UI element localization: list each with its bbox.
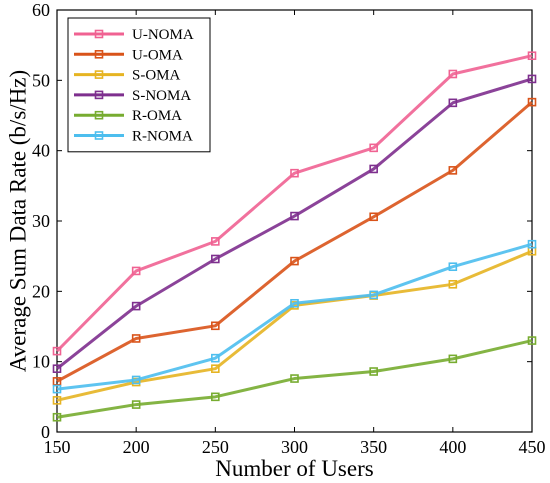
series-line — [56, 77, 533, 370]
legend-marker — [94, 49, 104, 59]
data-point — [369, 212, 378, 222]
legend-marker — [94, 29, 104, 39]
data-point — [448, 354, 458, 364]
data-point — [290, 211, 299, 221]
legend-box — [67, 17, 211, 153]
data-point — [527, 239, 537, 249]
legend-marker — [94, 90, 104, 100]
y-tick-label: 30 — [32, 211, 50, 231]
x-tick-label: 450 — [519, 437, 546, 457]
data-point — [52, 412, 62, 422]
data-point — [448, 279, 458, 289]
data-point — [131, 301, 141, 311]
data-point — [448, 166, 458, 175]
legend-marker — [94, 131, 104, 140]
data-point — [131, 375, 141, 385]
legend-label: U-OMA — [132, 47, 183, 63]
data-point — [211, 392, 220, 402]
x-tick-label: 250 — [202, 437, 229, 457]
x-axis-label: Number of Users — [215, 456, 373, 481]
y-tick-label: 50 — [32, 70, 50, 90]
x-tick-label: 350 — [360, 437, 387, 457]
data-point — [369, 290, 378, 300]
data-point — [211, 353, 220, 363]
y-axis-label: Average Sum Data Rate (b/s/Hz) — [5, 70, 30, 372]
data-point — [52, 364, 62, 374]
x-tick-label: 200 — [123, 437, 150, 457]
legend-marker — [94, 70, 104, 79]
y-tick-label: 0 — [41, 422, 50, 442]
y-tick-label: 10 — [32, 352, 50, 372]
series-line — [56, 242, 533, 391]
legend-label: S-NOMA — [132, 88, 191, 104]
legend-label: R-OMA — [132, 108, 182, 124]
x-tick-label: 400 — [439, 437, 466, 457]
data-point — [211, 237, 220, 246]
legend-label: S-OMA — [132, 68, 181, 84]
data-point — [369, 367, 378, 376]
legend-item: S-NOMA — [74, 88, 191, 104]
data-point — [369, 164, 378, 174]
data-point — [290, 374, 299, 383]
data-point — [290, 256, 299, 266]
series-s-noma — [52, 74, 537, 374]
y-tick-label: 60 — [32, 0, 50, 20]
legend-item: S-OMA — [74, 68, 181, 84]
x-tick-label: 300 — [281, 437, 308, 457]
data-point — [211, 321, 220, 331]
series-line — [55, 54, 533, 353]
data-point — [52, 384, 62, 394]
legend-marker — [94, 110, 104, 120]
series-line — [56, 249, 533, 402]
series-u-oma — [52, 97, 537, 386]
data-point — [131, 266, 141, 276]
legend-label: R-NOMA — [132, 129, 193, 145]
data-point — [369, 143, 378, 153]
data-point — [131, 400, 141, 409]
series-group — [52, 51, 537, 422]
data-point — [527, 97, 537, 107]
data-point — [527, 74, 537, 84]
series-line — [56, 101, 533, 383]
series-r-oma — [52, 336, 537, 422]
series-r-noma — [52, 239, 537, 394]
data-point — [52, 346, 62, 356]
data-point — [290, 168, 299, 178]
data-point — [448, 69, 458, 79]
data-point — [527, 51, 537, 61]
data-point — [211, 364, 220, 374]
data-point — [448, 262, 458, 272]
series-line — [56, 339, 533, 419]
legend-item: R-OMA — [74, 108, 182, 124]
legend-item: R-NOMA — [74, 129, 193, 145]
legend-item: U-NOMA — [74, 27, 194, 43]
legend-label: U-NOMA — [132, 27, 194, 43]
data-point — [527, 336, 537, 345]
legend: U-NOMA U-OMA S-OMA S-NOMA R-OMA R-NOMA — [67, 17, 211, 153]
data-point — [211, 254, 220, 264]
y-tick-label: 40 — [32, 141, 50, 161]
data-point — [52, 396, 62, 405]
legend-item: U-OMA — [74, 47, 183, 63]
data-point — [448, 98, 458, 108]
series-u-noma — [52, 51, 537, 356]
data-point — [131, 334, 141, 343]
x-tick-label: 150 — [44, 437, 71, 457]
axes: 150 200 250 300 350 400 450 0 10 20 30 40 50 60 — [32, 0, 546, 457]
y-tick-label: 20 — [32, 281, 50, 301]
data-point — [290, 298, 299, 308]
